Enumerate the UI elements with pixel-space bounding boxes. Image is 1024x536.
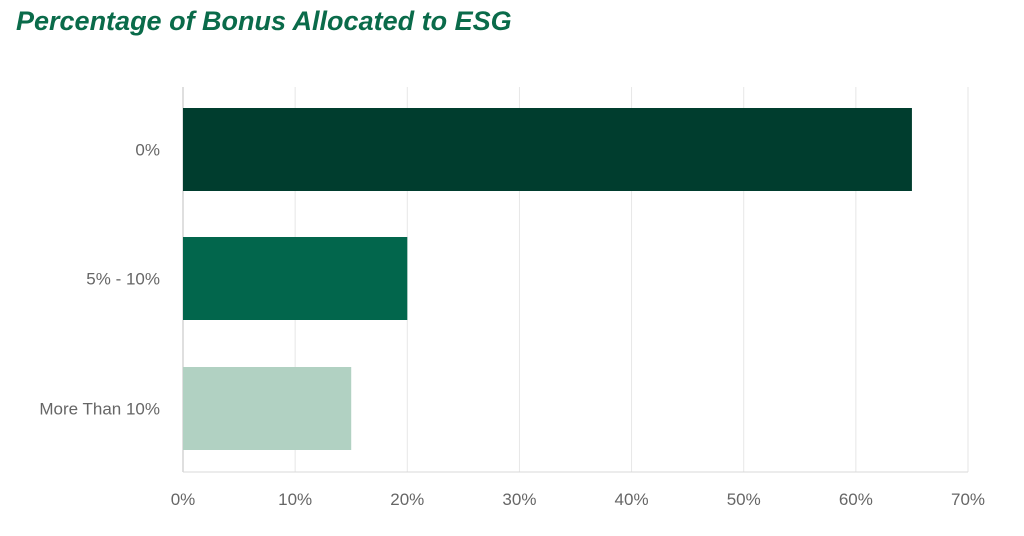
bar xyxy=(183,108,912,191)
x-tick-label: 30% xyxy=(502,490,536,509)
bars xyxy=(183,108,912,450)
chart-title: Percentage of Bonus Allocated to ESG xyxy=(16,6,512,36)
y-category-label: 0% xyxy=(135,141,160,160)
x-axis-labels: 0% 10% 20% 30% 40% 50% 60% 70% xyxy=(171,490,985,509)
x-tick-label: 50% xyxy=(727,490,761,509)
y-axis-labels: 0% 5% - 10% More Than 10% xyxy=(39,141,160,419)
y-category-label: 5% - 10% xyxy=(86,270,160,289)
bar xyxy=(183,237,408,320)
x-tick-label: 0% xyxy=(171,490,196,509)
x-tick-label: 20% xyxy=(390,490,424,509)
bar xyxy=(183,367,352,450)
x-tick-label: 70% xyxy=(951,490,985,509)
x-tick-label: 10% xyxy=(278,490,312,509)
x-tick-label: 40% xyxy=(615,490,649,509)
x-tick-label: 60% xyxy=(839,490,873,509)
y-category-label: More Than 10% xyxy=(39,400,160,419)
